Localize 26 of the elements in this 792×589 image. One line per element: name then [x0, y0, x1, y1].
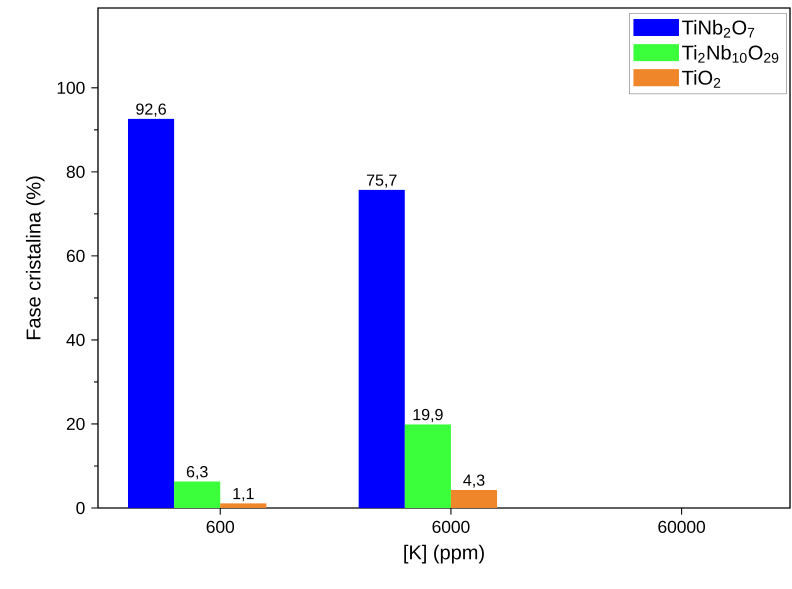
legend-label: Ti$_{2}$Nb$_{10}$O$_{29}$	[682, 45, 778, 63]
data-label: 19,9	[414, 408, 443, 422]
x-tick-label: 60000	[658, 520, 706, 533]
x-tick-label: 6000	[432, 520, 470, 533]
data-label: 1,1	[233, 488, 254, 502]
legend-label: TiNb$_{2}$O$_{7}$	[682, 20, 754, 38]
y-axis-title: Fase cristalina (%)	[26, 176, 45, 340]
data-label: 6,3	[186, 466, 208, 480]
y-tick-label: 100	[58, 82, 85, 94]
y-tick-label: 60	[66, 250, 85, 262]
legend-label: TiO$_{2}$	[682, 70, 720, 88]
bar	[174, 482, 220, 508]
x-tick-label: 600	[206, 520, 234, 533]
y-tick-label: 40	[66, 334, 85, 346]
bar	[128, 118, 174, 508]
bar	[404, 424, 451, 508]
bar	[450, 490, 498, 508]
y-tick-label: 80	[66, 166, 85, 178]
x-axis-title: [K] (ppm)	[404, 544, 484, 564]
data-label: 4,3	[463, 474, 484, 488]
data-label: 92,6	[136, 103, 166, 117]
bar	[220, 503, 266, 508]
data-label: 75,7	[366, 174, 396, 188]
y-tick-label: 20	[66, 418, 85, 430]
y-tick-label: 0	[76, 502, 85, 514]
bar	[358, 190, 405, 508]
